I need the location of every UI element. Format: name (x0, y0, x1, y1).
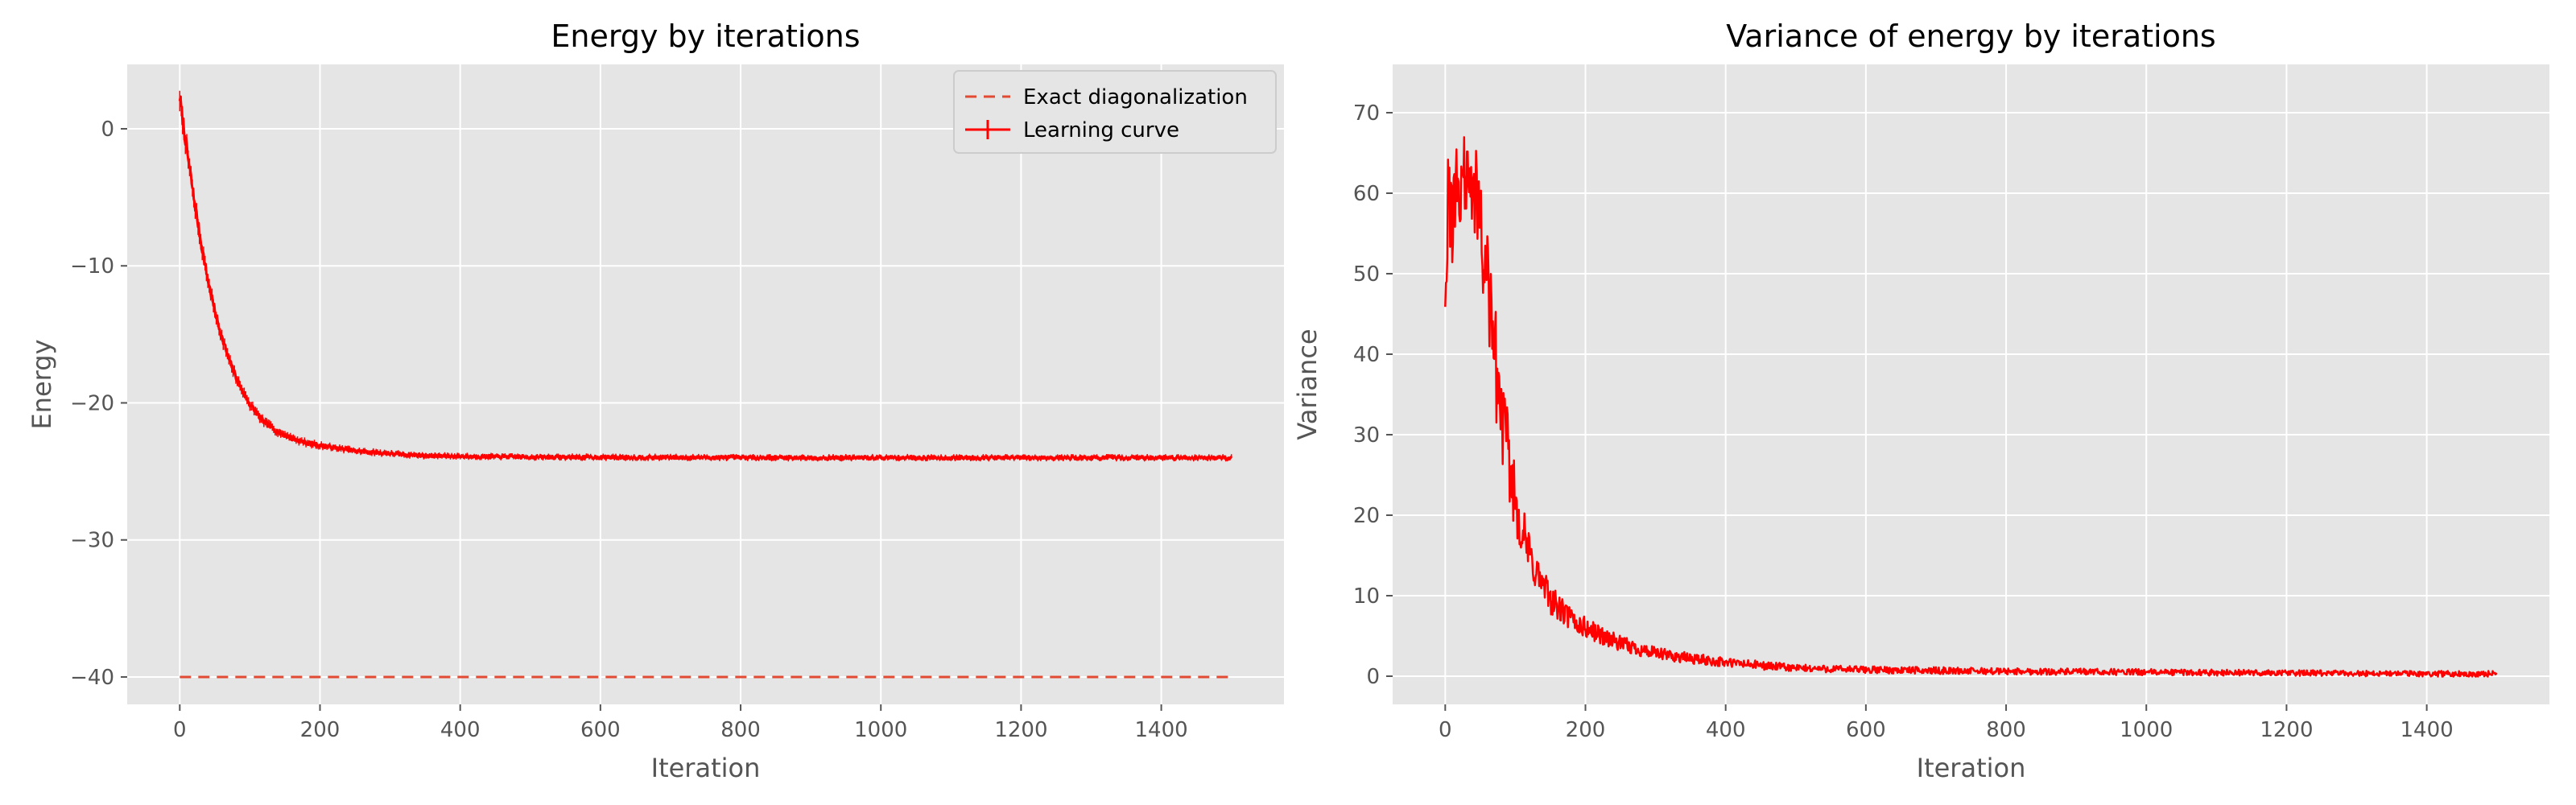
y-tick-label: 40 (1353, 343, 1380, 367)
x-tick-label: 0 (173, 718, 187, 742)
y-tick-label: −20 (70, 391, 114, 415)
x-tick-label: 400 (440, 718, 481, 742)
x-tick-label: 600 (580, 718, 621, 742)
y-axis-label: Variance (1292, 328, 1323, 440)
series-layer (178, 90, 1233, 679)
x-axis-label: Iteration (651, 753, 761, 783)
legend: Exact diagonalization Learning curve (953, 70, 1277, 154)
x-axis-label: Iteration (1917, 753, 2026, 783)
y-tick-label: 20 (1353, 504, 1380, 528)
series-layer (1444, 136, 2498, 678)
y-tick-label: 50 (1353, 262, 1380, 287)
y-tick-label: 10 (1353, 584, 1380, 609)
y-tick-label: −10 (70, 254, 114, 279)
y-tick-label: 60 (1353, 182, 1380, 206)
x-tick-label: 1000 (2120, 718, 2173, 742)
learning-curve-line (178, 95, 1233, 461)
x-tick-label: 1000 (854, 718, 907, 742)
x-tick-label: 1200 (2260, 718, 2313, 742)
chart-title: Variance of energy by iterations (1726, 19, 2215, 54)
y-axis-label: Energy (27, 339, 57, 429)
x-tick-label: 1200 (994, 718, 1047, 742)
x-tick-label: 0 (1439, 718, 1452, 742)
y-tick-label: −30 (70, 529, 114, 553)
legend-box (953, 70, 1277, 154)
y-tick-label: 70 (1353, 101, 1380, 126)
y-tick-label: −40 (70, 666, 114, 690)
x-tick-label: 1400 (2401, 718, 2454, 742)
plot-area (1393, 64, 2549, 704)
chart-title: Energy by iterations (551, 19, 860, 54)
variance-line (1444, 136, 2498, 678)
x-tick-label: 200 (1566, 718, 1606, 742)
y-tick-label: 0 (101, 118, 114, 142)
x-tick-label: 800 (1986, 718, 2026, 742)
plot-area (127, 64, 1284, 704)
y-tick-label: 30 (1353, 423, 1380, 448)
x-tick-label: 200 (300, 718, 341, 742)
x-tick-label: 1400 (1135, 718, 1188, 742)
energy-chart: 0 200 400 600 800 1000 1200 1400 0 −10 −20 −30 −40 En… (27, 19, 1284, 783)
x-tick-label: 800 (720, 718, 761, 742)
legend-label-learning: Learning curve (1023, 118, 1179, 142)
variance-chart: 0 200 400 600 800 1000 1200 1400 0 10 20 30 40 50 60 70… (1292, 19, 2549, 783)
y-tick-label: 0 (1366, 665, 1380, 689)
x-tick-label: 600 (1846, 718, 1886, 742)
x-tick-label: 400 (1706, 718, 1746, 742)
legend-label-exact: Exact diagonalization (1023, 85, 1248, 109)
